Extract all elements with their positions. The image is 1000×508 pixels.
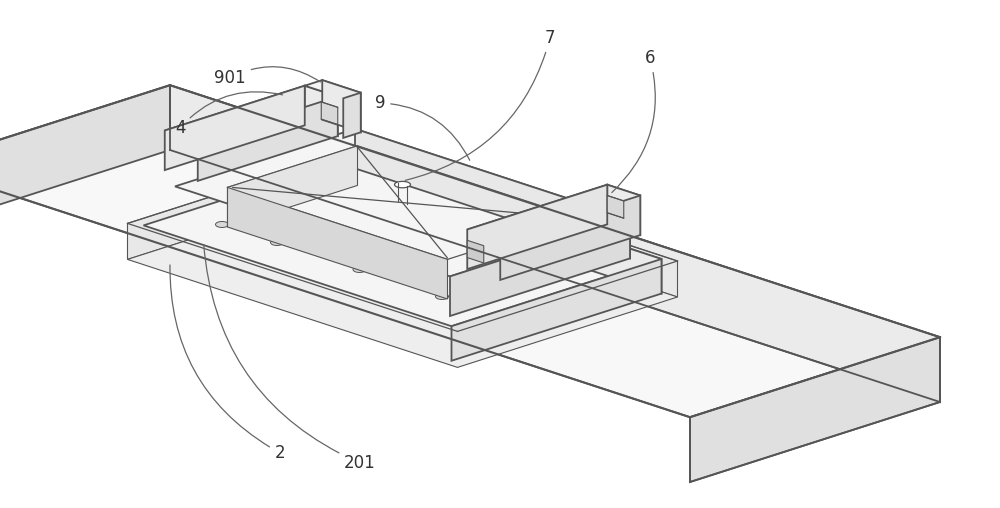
Text: 6: 6: [612, 49, 655, 193]
Polygon shape: [467, 240, 484, 263]
Polygon shape: [450, 219, 630, 316]
Polygon shape: [321, 102, 338, 124]
Text: 4: 4: [175, 92, 283, 137]
Polygon shape: [198, 97, 338, 181]
Polygon shape: [228, 187, 447, 299]
Polygon shape: [355, 129, 630, 259]
Polygon shape: [348, 153, 678, 297]
Ellipse shape: [501, 273, 514, 279]
Ellipse shape: [216, 221, 229, 228]
Polygon shape: [170, 85, 940, 402]
Ellipse shape: [395, 181, 411, 188]
Polygon shape: [144, 158, 661, 326]
Ellipse shape: [418, 246, 431, 251]
Polygon shape: [500, 196, 640, 280]
Polygon shape: [305, 86, 338, 136]
Polygon shape: [343, 92, 361, 138]
Polygon shape: [354, 158, 661, 294]
Text: 7: 7: [405, 29, 555, 180]
Polygon shape: [0, 85, 170, 230]
Polygon shape: [305, 80, 361, 99]
Text: 1: 1: [0, 507, 1, 508]
Ellipse shape: [550, 232, 562, 238]
Text: 901: 901: [214, 67, 320, 87]
Ellipse shape: [280, 201, 294, 207]
Ellipse shape: [483, 225, 496, 231]
Ellipse shape: [353, 267, 366, 272]
Polygon shape: [607, 196, 624, 218]
Polygon shape: [228, 146, 358, 227]
Polygon shape: [451, 259, 661, 361]
Polygon shape: [128, 153, 348, 260]
Text: 9: 9: [375, 94, 470, 161]
Polygon shape: [607, 185, 640, 235]
Ellipse shape: [450, 200, 464, 206]
Ellipse shape: [346, 180, 358, 186]
Text: 201: 201: [204, 244, 376, 472]
Ellipse shape: [270, 239, 284, 245]
Polygon shape: [690, 337, 940, 482]
Polygon shape: [0, 85, 940, 417]
Polygon shape: [128, 189, 678, 367]
Ellipse shape: [566, 252, 579, 258]
Polygon shape: [175, 129, 630, 276]
Ellipse shape: [336, 218, 349, 225]
Polygon shape: [322, 80, 361, 132]
Polygon shape: [467, 185, 640, 240]
Ellipse shape: [368, 173, 381, 179]
Polygon shape: [467, 185, 607, 269]
Text: 2: 2: [170, 265, 285, 462]
Ellipse shape: [436, 294, 448, 300]
Polygon shape: [165, 86, 338, 141]
Ellipse shape: [400, 198, 414, 204]
Polygon shape: [165, 86, 305, 170]
